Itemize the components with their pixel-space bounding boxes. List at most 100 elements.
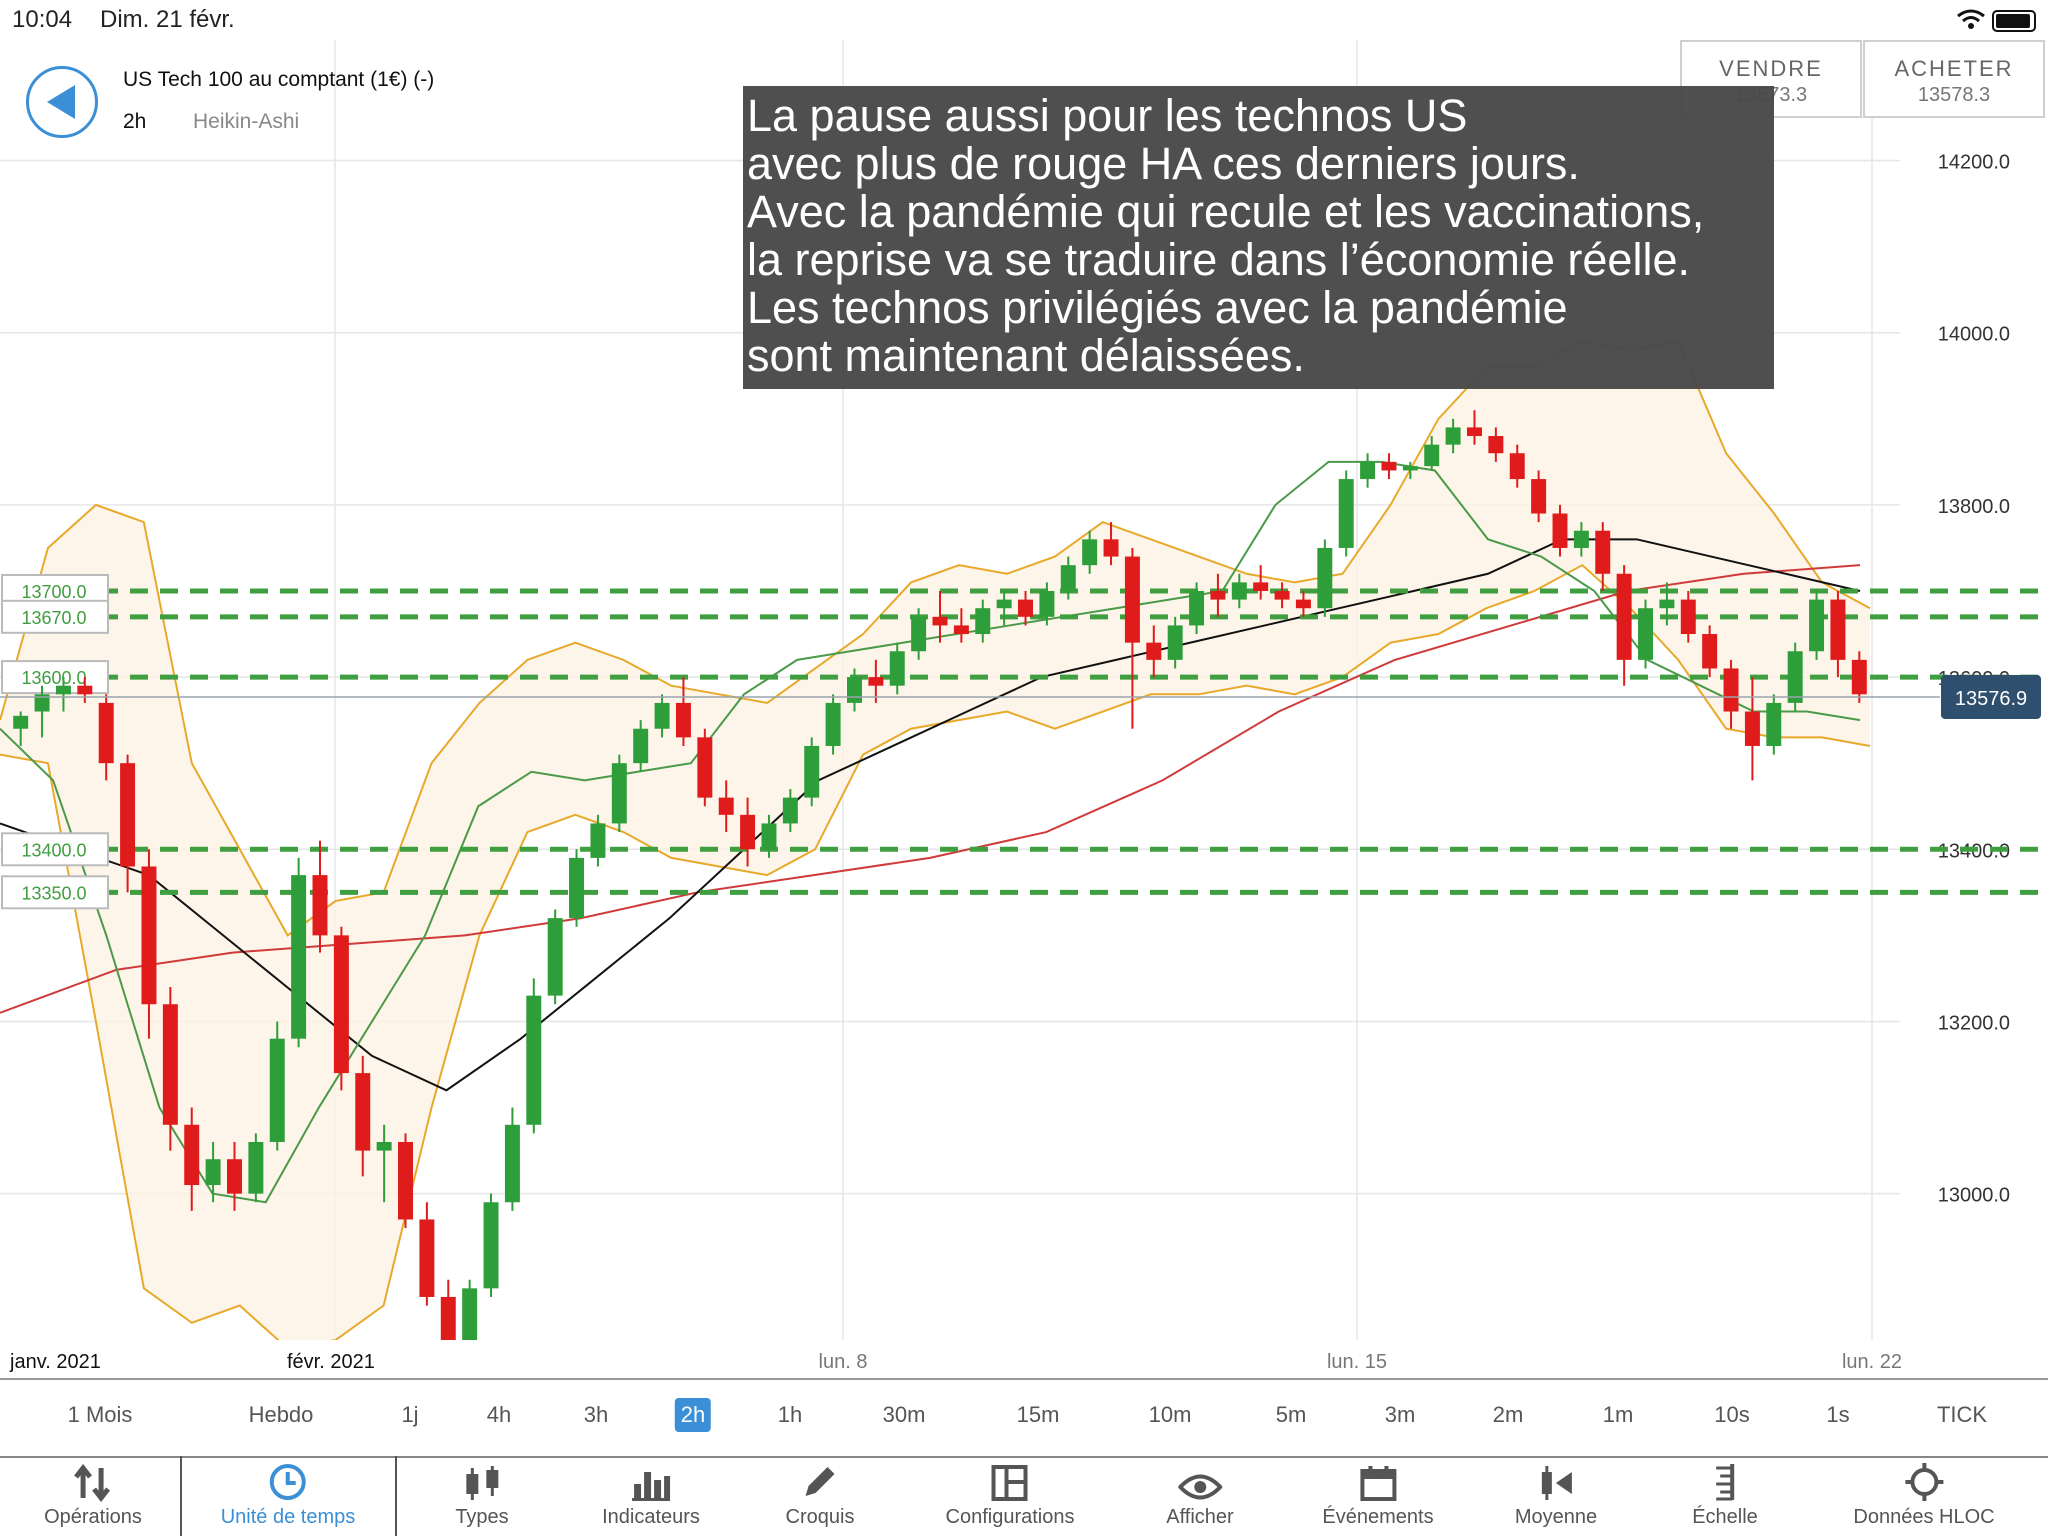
tool-sketch[interactable]: Croquis — [786, 1458, 854, 1538]
tool-scale-label: Échelle — [1692, 1506, 1758, 1528]
candle-body — [483, 1202, 499, 1289]
timeframe-2m[interactable]: 2m — [1492, 1402, 1524, 1427]
tool-types-label: Types — [455, 1506, 509, 1528]
timeframe-3m[interactable]: 3m — [1384, 1402, 1416, 1427]
candle-body — [248, 1141, 264, 1194]
timeframe-2h[interactable]: 2h — [674, 1398, 712, 1432]
calendar-icon — [1359, 1466, 1396, 1501]
timeframe-10m[interactable]: 10m — [1148, 1402, 1192, 1427]
status-date: Dim. 21 févr. — [100, 6, 235, 33]
timeframe-bar: 1 Mois Hebdo 1j 4h 3h 2h 1h 30m 15m 10m … — [0, 1378, 2048, 1458]
candle-body — [1338, 479, 1354, 548]
price-level-label: 13400.0 — [21, 840, 86, 860]
timeframe-30m[interactable]: 30m — [882, 1402, 926, 1427]
tool-configurations-label: Configurations — [945, 1506, 1075, 1528]
timeframe-5m[interactable]: 5m — [1275, 1402, 1307, 1427]
timeframe-1d[interactable]: 1j — [401, 1402, 419, 1427]
tool-operations[interactable]: Opérations — [44, 1458, 142, 1538]
timeframe-1-month[interactable]: 1 Mois — [67, 1402, 133, 1427]
candles-icon — [465, 1466, 498, 1500]
candle-body — [333, 935, 349, 1074]
candle-body — [1424, 444, 1440, 467]
tool-display[interactable]: Afficher — [1166, 1458, 1234, 1538]
tool-indicators[interactable]: Indicateurs — [602, 1458, 700, 1538]
battery-icon — [1992, 10, 2036, 32]
y-tick-label: 13000.0 — [1938, 1185, 2010, 1207]
tool-configurations[interactable]: Configurations — [945, 1458, 1075, 1538]
candle-body — [141, 866, 157, 1005]
candle-body — [547, 918, 563, 996]
timeframe-1h[interactable]: 1h — [777, 1402, 803, 1427]
price-chart[interactable]: 14200.0 14000.0 13800.0 13600.0 13400.0 13200… — [0, 40, 2048, 1376]
price-level-tag — [1, 599, 109, 634]
candle-body — [975, 608, 991, 635]
layout-icon — [992, 1465, 1028, 1501]
candle-body — [1445, 427, 1461, 445]
tool-display-label: Afficher — [1166, 1506, 1234, 1528]
buy-price: 13578.3 — [1917, 84, 1991, 106]
annotation-box[interactable]: La pause aussi pour les technos US avec … — [743, 86, 1774, 389]
tool-timeframe[interactable]: Unité de temps — [221, 1458, 355, 1538]
x-tick-label: lun. 22 — [1842, 1351, 1902, 1373]
tool-average[interactable]: Moyenne — [1515, 1458, 1597, 1538]
chart-type-label: Heikin-Ashi — [193, 110, 300, 133]
x-tick-label: févr. 2021 — [287, 1351, 375, 1373]
timeframe-1m[interactable]: 1m — [1602, 1402, 1634, 1427]
bar-chart-icon — [632, 1472, 670, 1501]
tool-hloc-data[interactable]: Données HLOC — [1853, 1458, 1995, 1538]
wifi-icon — [1956, 8, 1986, 37]
candle-body — [697, 737, 713, 798]
annotation-line: la reprise va se traduire dans l’économi… — [747, 234, 1690, 285]
candle-body — [1039, 590, 1055, 617]
candle-body — [1253, 582, 1269, 591]
timeframe-tick[interactable]: TICK — [1936, 1402, 1988, 1427]
timeframe-4h[interactable]: 4h — [486, 1402, 512, 1427]
timeframe-10s[interactable]: 10s — [1714, 1402, 1750, 1427]
tool-types[interactable]: Types — [455, 1458, 509, 1538]
candle-body — [1659, 599, 1675, 609]
tool-scale[interactable]: Échelle — [1692, 1458, 1758, 1538]
candle-body — [1274, 590, 1290, 600]
candle-body — [590, 823, 606, 858]
candle-body — [376, 1141, 392, 1151]
candle-body — [569, 857, 585, 919]
annotation-line: sont maintenant délaissées. — [747, 330, 1305, 381]
candle-body — [1616, 573, 1632, 660]
back-button[interactable] — [26, 66, 98, 138]
candle-body — [227, 1159, 242, 1194]
candle-body — [932, 616, 948, 626]
y-tick-label: 13800.0 — [1938, 496, 2010, 518]
candle-body — [825, 702, 841, 746]
candle-body — [611, 763, 627, 824]
timeframe-3h[interactable]: 3h — [583, 1402, 609, 1427]
buy-label: ACHETER — [1894, 56, 2014, 81]
candle-body — [1082, 539, 1098, 566]
candle-body — [1146, 642, 1162, 660]
timeframe-1s[interactable]: 1s — [1826, 1402, 1850, 1427]
candle-body — [953, 625, 969, 635]
candle-body — [1830, 599, 1846, 660]
candle-body — [269, 1038, 285, 1142]
instrument-title: US Tech 100 au comptant (1€) (-) — [123, 68, 435, 91]
candle-body — [419, 1219, 435, 1297]
sort-arrows-icon — [74, 1464, 110, 1502]
tool-events-label: Événements — [1322, 1506, 1434, 1528]
bottom-toolbar: Opérations Unité de temps Types Indicate… — [0, 1456, 2048, 1538]
candle-body — [34, 694, 50, 712]
candle-body — [1295, 599, 1311, 609]
buy-button[interactable]: ACHETER 13578.3 — [1863, 40, 2045, 118]
annotation-line: La pause aussi pour les technos US — [747, 90, 1468, 141]
candle-body — [1360, 461, 1376, 480]
price-level-label: 13350.0 — [21, 883, 86, 903]
candle-body — [996, 599, 1012, 609]
candle-body — [1124, 556, 1140, 643]
candle-body — [1381, 461, 1397, 471]
timeframe-15m[interactable]: 15m — [1016, 1402, 1060, 1427]
candle-body — [120, 763, 136, 867]
candle-body — [1467, 427, 1482, 437]
candle-body — [1189, 590, 1205, 626]
tool-events[interactable]: Événements — [1322, 1458, 1434, 1538]
y-tick-label: 14200.0 — [1938, 152, 2010, 174]
timeframe-weekly[interactable]: Hebdo — [248, 1402, 314, 1427]
price-level-label: 13600.0 — [21, 668, 86, 688]
